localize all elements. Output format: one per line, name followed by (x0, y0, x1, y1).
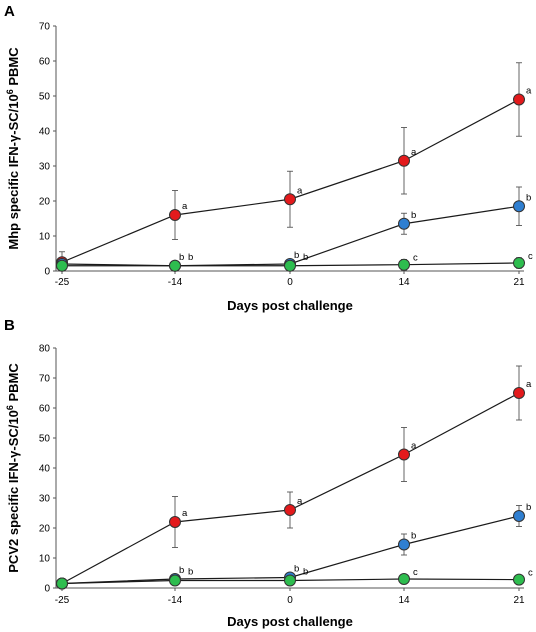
data-point (398, 258, 410, 271)
data-point (398, 217, 410, 230)
significance-label: c (413, 253, 418, 264)
series-line (61, 98, 520, 263)
data-point (284, 259, 296, 272)
data-point (284, 504, 296, 516)
data-point (513, 510, 525, 522)
data-point (513, 573, 525, 586)
y-tick-label: 10 (39, 232, 51, 243)
x-tick-label: 14 (398, 595, 410, 606)
data-point (398, 573, 410, 585)
data-point (513, 93, 525, 106)
significance-label: a (182, 508, 188, 519)
significance-label: b (411, 210, 416, 221)
data-point (169, 574, 181, 587)
significance-label: c (413, 567, 418, 578)
data-point (513, 200, 525, 213)
significance-label: b (294, 564, 299, 575)
y-tick-label: 80 (39, 344, 51, 355)
panel-label-a: A (4, 3, 15, 20)
red-series: a a a a (56, 62, 532, 272)
data-point (284, 193, 296, 206)
significance-label: a (182, 201, 188, 212)
panel-a-chart: A 0 10 20 30 40 50 60 70 -25 -14 0 14 21 Days post cha… (4, 3, 533, 313)
significance-label: b (294, 250, 299, 261)
x-tick-label: 14 (398, 277, 410, 288)
x-axis-title: Days post challenge (227, 614, 353, 629)
y-tick-label: 70 (39, 374, 51, 385)
significance-label: a (526, 86, 532, 97)
significance-label: a (411, 147, 417, 158)
significance-label: c (528, 251, 533, 262)
significance-label: b (411, 531, 416, 542)
data-point (398, 154, 410, 167)
data-point (513, 256, 525, 269)
data-point (56, 259, 68, 272)
y-tick-label: 10 (39, 554, 51, 565)
y-tick-label: 50 (39, 434, 51, 445)
y-tick-label: 60 (39, 57, 51, 68)
significance-label: a (297, 185, 303, 196)
data-point (284, 574, 296, 587)
data-point (398, 538, 410, 551)
x-tick-label: 0 (287, 277, 293, 288)
x-tick-label: -25 (55, 595, 70, 606)
significance-label: b (526, 502, 531, 513)
significance-label: b (303, 252, 308, 263)
x-tick-label: -14 (168, 277, 183, 288)
y-tick-label: 70 (39, 22, 51, 33)
x-tick-label: 0 (287, 595, 293, 606)
series-line (61, 205, 520, 267)
x-axis-title: Days post challenge (227, 298, 353, 313)
significance-label: b (188, 567, 193, 578)
significance-label: c (528, 568, 533, 579)
significance-label: a (411, 441, 417, 452)
y-tick-label: 20 (39, 524, 51, 535)
panel-b-chart: B 0 10 20 30 40 50 60 70 80 -25 -14 0 14 21 Days post c… (4, 317, 533, 629)
y-tick-label: 40 (39, 127, 51, 138)
x-tick-label: -25 (55, 277, 70, 288)
y-tick-label: 20 (39, 197, 51, 208)
y-tick-label: 30 (39, 162, 51, 173)
significance-label: b (179, 252, 184, 263)
significance-label: b (526, 192, 531, 203)
y-tick-label: 30 (39, 494, 51, 505)
series-line (61, 392, 520, 585)
red-series: a a a a (56, 365, 532, 590)
significance-label: a (526, 379, 532, 390)
significance-label: a (297, 496, 303, 507)
data-point (169, 259, 181, 272)
x-tick-label: 21 (513, 595, 525, 606)
y-axis-title: Mhp specific IFN-γ-SC/106 PBMC (5, 47, 21, 250)
y-tick-label: 60 (39, 404, 51, 415)
data-point (169, 209, 181, 221)
data-point (513, 387, 525, 399)
y-tick-label: 0 (44, 584, 50, 595)
data-point (398, 448, 410, 461)
significance-label: b (303, 567, 308, 578)
data-point (56, 577, 68, 590)
x-tick-label: -14 (168, 595, 183, 606)
data-point (169, 516, 181, 528)
y-tick-label: 0 (44, 267, 50, 278)
significance-label: b (188, 252, 193, 263)
significance-label: b (179, 565, 184, 576)
y-tick-label: 40 (39, 464, 51, 475)
panel-label-b: B (4, 317, 15, 334)
x-tick-label: 21 (513, 277, 525, 288)
y-tick-label: 50 (39, 92, 51, 103)
y-axis-title: PCV2 specific IFN-γ-SC/106 PBMC (5, 363, 21, 573)
